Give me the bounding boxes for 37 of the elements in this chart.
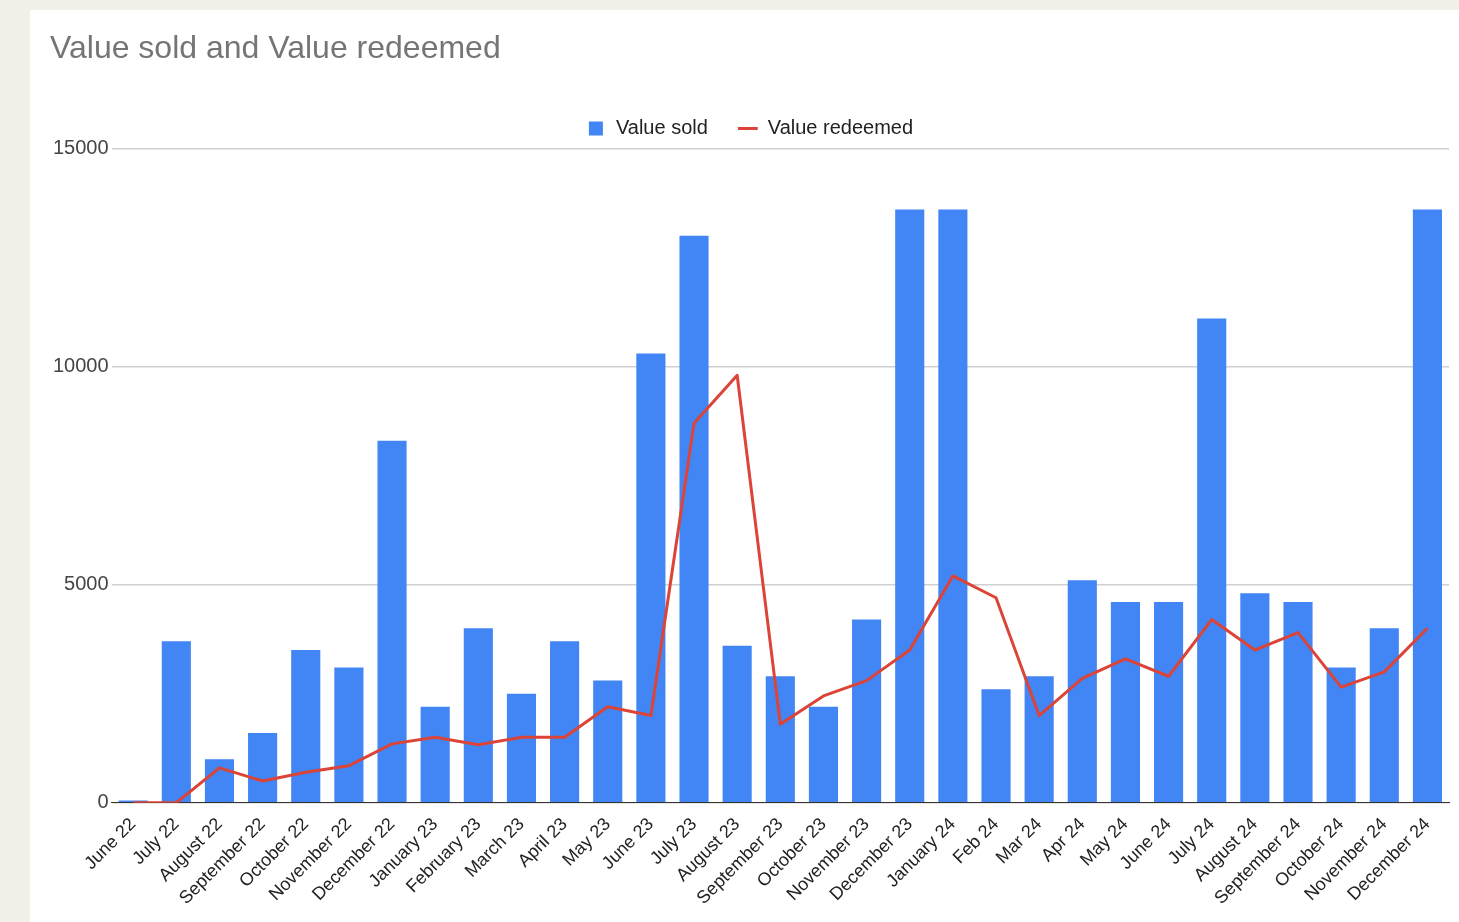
- bar: [377, 440, 407, 803]
- bar: [334, 667, 364, 803]
- bar: [506, 693, 537, 803]
- bar: [938, 209, 968, 803]
- bar: [1240, 593, 1270, 803]
- bar: [248, 732, 278, 803]
- y-tick-label: 0: [97, 790, 109, 813]
- bar: [1154, 602, 1184, 803]
- bar: [550, 641, 580, 803]
- bar: [981, 689, 1011, 803]
- bar: [679, 235, 709, 803]
- bar: [765, 676, 795, 803]
- bar: [1283, 602, 1313, 803]
- bar: [636, 353, 666, 803]
- bar: [204, 759, 235, 803]
- bar: [161, 641, 191, 803]
- bar: [1067, 580, 1097, 803]
- bar: [722, 645, 752, 803]
- bar: [895, 209, 925, 803]
- y-tick-label: 15000: [52, 135, 109, 158]
- bar: [808, 706, 839, 803]
- legend-label: Value sold: [615, 115, 708, 138]
- legend-label: Value redeemed: [767, 115, 914, 138]
- bar: [420, 706, 450, 803]
- bar: [291, 650, 321, 803]
- bar: [1326, 667, 1356, 803]
- bar: [463, 628, 493, 803]
- chart-title: Value sold and Value redeemed: [50, 29, 501, 66]
- bar: [1197, 318, 1227, 803]
- bar: [1110, 602, 1140, 803]
- y-tick-label: 10000: [52, 354, 109, 377]
- bar: [593, 680, 623, 803]
- bar: [1412, 209, 1442, 803]
- bar: [1369, 628, 1399, 803]
- bar: [852, 619, 882, 803]
- y-tick-label: 5000: [64, 572, 109, 595]
- bar: [1024, 676, 1054, 803]
